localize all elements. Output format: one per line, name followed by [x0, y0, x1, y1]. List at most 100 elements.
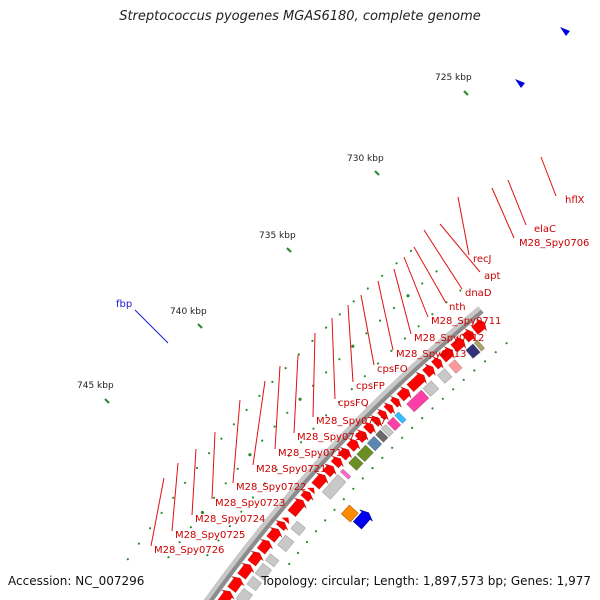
feature-block-12[interactable] — [356, 444, 374, 463]
feature-block-14[interactable] — [375, 429, 389, 443]
fbp-leader-line — [134, 309, 169, 344]
forward-gene-3[interactable] — [227, 576, 245, 594]
gc-dot — [275, 468, 278, 471]
forward-gene-20[interactable] — [383, 402, 396, 415]
feature-block-4[interactable] — [246, 575, 263, 592]
feature-block-15[interactable] — [380, 424, 394, 438]
feature-block-5[interactable] — [254, 562, 273, 581]
gc-dot — [379, 319, 382, 322]
leader-line-14 — [312, 332, 316, 418]
inner-dot — [333, 508, 336, 511]
forward-gene-24[interactable] — [421, 363, 436, 378]
forward-gene-12[interactable] — [322, 463, 337, 478]
scale-ticks — [104, 90, 469, 404]
feature-block-8[interactable] — [290, 520, 306, 537]
forward-gene-5[interactable] — [247, 550, 264, 567]
gene-label-hflx[interactable]: hflX — [565, 195, 585, 206]
forward-gene-17[interactable] — [362, 421, 377, 435]
forward-gene-15[interactable] — [346, 437, 361, 452]
forward-gene-29[interactable] — [471, 318, 487, 335]
gene-label-dnad[interactable]: dnaD — [465, 288, 492, 299]
forward-gene-4[interactable] — [237, 562, 255, 580]
gene-label-nth[interactable]: nth — [449, 302, 466, 313]
gene-label-recj[interactable]: recJ — [473, 254, 492, 265]
forward-gene-7[interactable] — [266, 527, 283, 543]
feature-block-18[interactable] — [406, 389, 430, 413]
gc-dot — [298, 397, 302, 401]
feature-block-19[interactable] — [422, 380, 440, 397]
gc-dot — [160, 511, 163, 514]
fbp-label[interactable]: fbp — [116, 299, 132, 310]
forward-gene-27[interactable] — [450, 336, 467, 353]
inner-dot — [452, 388, 455, 391]
feature-block-23[interactable] — [473, 339, 486, 352]
leader-line-17 — [252, 380, 266, 466]
gene-label-m28_spy0723[interactable]: M28_Spy0723 — [215, 498, 285, 509]
gc-dot — [325, 371, 328, 374]
gene-label-m28_spy0719[interactable]: M28_Spy0719 — [278, 448, 348, 459]
gc-dot — [395, 262, 398, 265]
forward-gene-19[interactable] — [376, 408, 389, 421]
gc-dot — [228, 525, 231, 528]
forward-gene-13[interactable] — [330, 455, 344, 469]
gene-label-m28_spy0712[interactable]: M28_Spy0712 — [414, 333, 484, 344]
forward-gene-16[interactable] — [354, 429, 369, 444]
gene-label-m28_spy0722[interactable]: M28_Spy0722 — [236, 482, 306, 493]
gene-label-m28_spy0724[interactable]: M28_Spy0724 — [195, 514, 265, 525]
gene-label-apt[interactable]: apt — [484, 271, 500, 282]
forward-gene-2[interactable] — [217, 589, 235, 600]
feature-block-21[interactable] — [448, 359, 463, 374]
gene-labels: hflX elaC M28_Spy0706 recJ apt dnaD nth M28_Spy… — [154, 195, 589, 556]
gene-label-m28_spy0721[interactable]: M28_Spy0721 — [256, 464, 326, 475]
forward-gene-10[interactable] — [300, 489, 314, 503]
forward-gene-21[interactable] — [389, 395, 402, 408]
feature-block-20[interactable] — [436, 368, 453, 384]
forward-gene-14[interactable] — [337, 446, 353, 461]
inner-dot — [314, 530, 318, 533]
feature-block-16[interactable] — [386, 416, 402, 432]
feature-block-9[interactable] — [321, 474, 347, 500]
gc-dot — [183, 481, 187, 484]
feature-block-10[interactable] — [339, 468, 352, 480]
gc-dot — [167, 556, 170, 559]
forward-gene-8[interactable] — [275, 519, 289, 532]
feature-block-22[interactable] — [465, 343, 481, 359]
fbp-gene-arrow[interactable] — [352, 509, 373, 530]
forward-gene-25[interactable] — [430, 356, 444, 370]
forward-gene-6[interactable] — [256, 538, 274, 555]
feature-block-13[interactable] — [366, 435, 383, 452]
orange-feature-block[interactable] — [340, 504, 359, 523]
gene-label-m28_spy0718[interactable]: M28_Spy0718 — [297, 432, 367, 443]
feature-block-6[interactable] — [264, 553, 280, 568]
gene-label-cpsfp[interactable]: cpsFP — [356, 381, 385, 392]
feature-block-3[interactable] — [235, 587, 254, 600]
gene-label-m28_spy0725[interactable]: M28_Spy0725 — [175, 530, 245, 541]
forward-gene-28[interactable] — [461, 328, 476, 343]
forward-gene-22[interactable] — [396, 386, 412, 402]
forward-gene-18[interactable] — [370, 415, 383, 427]
gene-label-cpsfo[interactable]: cpsFO — [377, 364, 408, 375]
inner-dot — [361, 477, 364, 480]
inner-dot — [473, 369, 476, 372]
gene-label-m28_spy0711[interactable]: M28_Spy0711 — [431, 316, 501, 327]
gc-dot — [172, 496, 175, 499]
leader-line-11 — [360, 294, 375, 366]
feature-block-11[interactable] — [348, 455, 364, 471]
gene-label-m28_spy0717[interactable]: M28_Spy0717 — [316, 416, 386, 427]
feature-block-7[interactable] — [277, 534, 295, 553]
gene-label-m28_spy0726[interactable]: M28_Spy0726 — [154, 545, 224, 556]
gene-label-cpsfq[interactable]: cpsFQ — [338, 398, 369, 409]
gene-label-elac[interactable]: elaC — [534, 224, 556, 235]
scale-label-725: 725 kbp — [435, 73, 472, 83]
forward-gene-23[interactable] — [406, 371, 427, 393]
forward-gene-9[interactable] — [287, 497, 307, 518]
gc-dot — [251, 496, 254, 499]
gene-label-m28_spy0706[interactable]: M28_Spy0706 — [519, 238, 589, 249]
gc-dot — [352, 300, 355, 303]
forward-gene-26[interactable] — [438, 346, 455, 363]
feature-block-17[interactable] — [394, 411, 407, 424]
gc-dot — [212, 496, 216, 499]
gene-label-m28_spy0713[interactable]: M28_Spy0713 — [396, 349, 466, 360]
forward-gene-11[interactable] — [311, 472, 329, 490]
gene-track — [217, 318, 487, 600]
